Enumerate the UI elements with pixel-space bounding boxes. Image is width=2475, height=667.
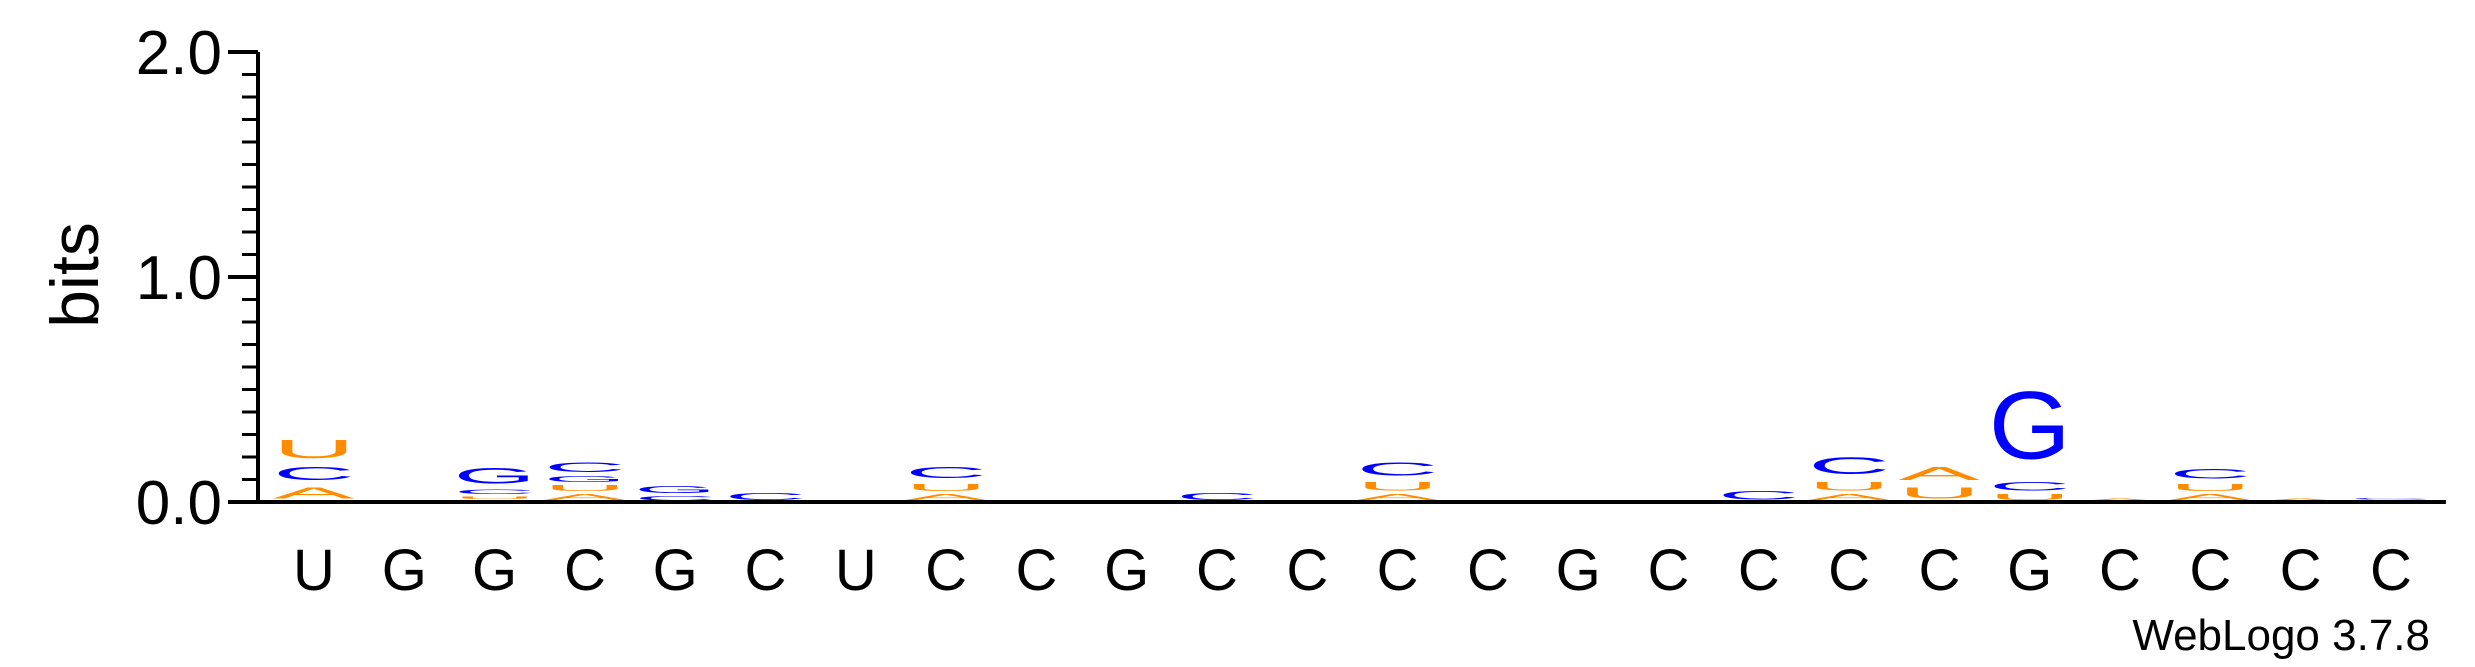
logo-letter-u: U bbox=[273, 435, 355, 464]
logo-letter-g: G bbox=[1989, 372, 2071, 479]
logo-letter-c: C bbox=[725, 491, 807, 502]
logo-letter-c: C bbox=[454, 489, 536, 496]
logo-letter-c: C bbox=[1176, 491, 1258, 502]
x-tick-label: C bbox=[1738, 538, 1780, 603]
logo-letter-g: G bbox=[634, 484, 716, 495]
logo-letter-a: A bbox=[2169, 493, 2251, 502]
x-tick-label: C bbox=[2189, 538, 2231, 603]
logo-letter-c: C bbox=[1718, 489, 1800, 502]
y-tick-label: 1.0 bbox=[136, 244, 222, 313]
x-tick-label: G bbox=[472, 538, 517, 603]
x-tick-label: C bbox=[925, 538, 967, 603]
logo-letter-a: A bbox=[1357, 493, 1439, 502]
x-tick-label: U bbox=[835, 538, 877, 603]
x-tick-label: C bbox=[1286, 538, 1328, 603]
logo-letter-u: U bbox=[544, 484, 626, 493]
logo-letter-c: C bbox=[1808, 453, 1890, 480]
logo-letter-u: U bbox=[1989, 493, 2071, 502]
logo-letter-c: C bbox=[1357, 459, 1439, 479]
logo-letter-c: C bbox=[2169, 466, 2251, 482]
x-tick-label: G bbox=[382, 538, 427, 603]
logo-letter-a: A bbox=[1808, 493, 1890, 502]
logo-letter-c: C bbox=[1989, 480, 2071, 493]
logo-letter-g: G bbox=[544, 475, 626, 484]
x-tick-label: C bbox=[2099, 538, 2141, 603]
letter-stacks: ACUAUCGAUGCCGCAUCCAUCCAUCUAUCGAAUCAAC bbox=[273, 372, 2432, 502]
logo-letter-a: A bbox=[2079, 498, 2161, 502]
x-tick-label: G bbox=[653, 538, 698, 603]
x-tick-label: G bbox=[2007, 538, 2052, 603]
logo-letter-u: U bbox=[905, 482, 987, 493]
x-tick-label: G bbox=[1556, 538, 1601, 603]
x-tick-label: C bbox=[1196, 538, 1238, 603]
y-axis-label: bits bbox=[37, 222, 113, 328]
logo-letter-a: A bbox=[905, 493, 987, 502]
axes: 0.01.02.0U G G C G C U C C G C C C C G C C C C G C C C C bbox=[136, 19, 2446, 603]
y-tick-label: 0.0 bbox=[136, 469, 222, 538]
x-tick-label: C bbox=[1467, 538, 1509, 603]
logo-letter-g: G bbox=[454, 464, 536, 489]
x-tick-label: C bbox=[1828, 538, 1870, 603]
x-tick-label: C bbox=[1918, 538, 1960, 603]
logo-letter-a: A bbox=[2260, 498, 2342, 502]
x-tick-label: U bbox=[293, 538, 335, 603]
logo-letter-c: C bbox=[544, 459, 626, 475]
x-tick-label: C bbox=[564, 538, 606, 603]
logo-letter-c: C bbox=[273, 464, 355, 484]
x-tick-label: C bbox=[1377, 538, 1419, 603]
logo-letter-u: U bbox=[1357, 480, 1439, 493]
logo-letter-c: C bbox=[905, 464, 987, 482]
logo-letter-a: A bbox=[544, 493, 626, 502]
logo-letter-c: C bbox=[634, 495, 716, 502]
logo-letter-c: C bbox=[2350, 498, 2432, 500]
logo-letter-u: U bbox=[2169, 482, 2251, 493]
logo-letter-a: A bbox=[273, 484, 356, 502]
x-tick-label: C bbox=[2370, 538, 2412, 603]
logo-letter-u: U bbox=[454, 495, 536, 500]
logo-letter-a: A bbox=[1898, 464, 1981, 484]
x-tick-label: G bbox=[1104, 538, 1149, 603]
x-tick-label: C bbox=[1648, 538, 1690, 603]
logo-letter-u: U bbox=[1898, 484, 1980, 502]
x-tick-label: C bbox=[745, 538, 787, 603]
weblogo-credit: WebLogo 3.7.8 bbox=[2132, 611, 2430, 660]
x-tick-label: C bbox=[1015, 538, 1057, 603]
x-tick-label: C bbox=[2280, 538, 2322, 603]
y-tick-label: 2.0 bbox=[136, 19, 222, 88]
logo-letter-u: U bbox=[1808, 480, 1890, 493]
